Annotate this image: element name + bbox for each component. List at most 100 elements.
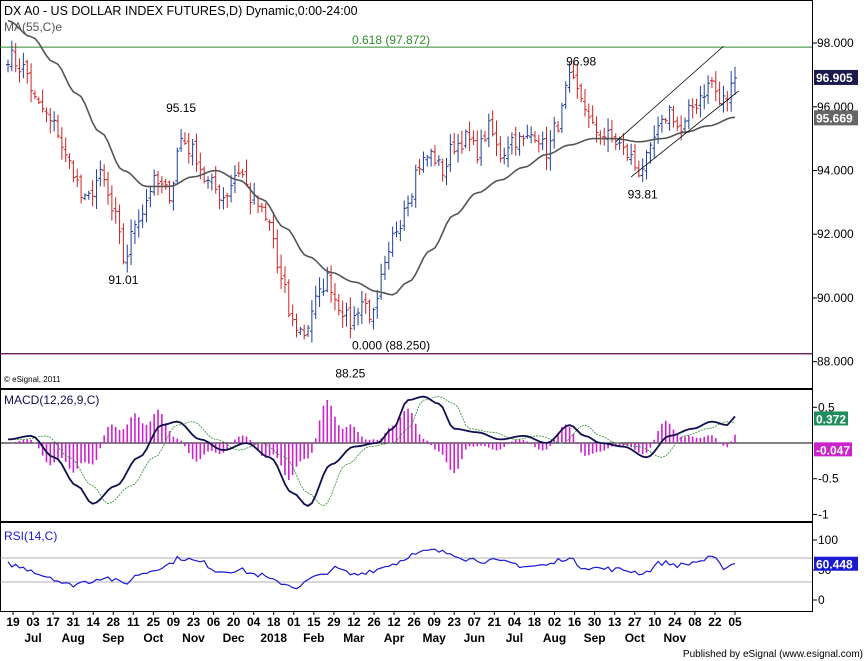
- price-bar: [59, 127, 64, 160]
- x-tick-label: 27: [628, 615, 642, 629]
- macd-panel-frame: [0, 389, 813, 522]
- rsi-y-tick-label: 0: [818, 593, 825, 607]
- panel-frames: [0, 0, 813, 612]
- price-y-tick-label: 92.000: [817, 227, 854, 241]
- rsi-line: [7, 548, 736, 590]
- price-bar: [175, 147, 180, 185]
- price-bar: [86, 190, 91, 200]
- price-bar: [40, 89, 45, 113]
- price-bar: [602, 127, 607, 146]
- price-bar: [452, 132, 457, 155]
- x-tick-label: 22: [708, 615, 722, 629]
- price-bar: [129, 219, 134, 265]
- price-bar: [390, 226, 395, 257]
- hist-value-label: -0.047: [816, 443, 850, 457]
- price-bar: [494, 120, 499, 157]
- price-bar: [632, 143, 637, 171]
- price-bar: [475, 130, 480, 164]
- price-y-tick-label: 94.000: [817, 164, 854, 178]
- macd-line: [7, 395, 736, 507]
- price-bar: [698, 85, 703, 118]
- price-y-tick-label: 88.000: [817, 355, 854, 369]
- rsi-panel: 100500 60.448 RSI(14,C): [0, 529, 858, 607]
- price-bar: [140, 204, 145, 228]
- price-bar: [598, 130, 603, 145]
- price-bar: [359, 290, 364, 325]
- price-bar: [471, 130, 476, 146]
- price-bar: [556, 121, 561, 133]
- price-bar: [282, 266, 287, 294]
- price-bar: [559, 102, 564, 133]
- price-bar: [263, 203, 268, 222]
- price-bar: [132, 220, 137, 244]
- x-tick-label: 05: [728, 615, 742, 629]
- x-axis: 19 03 17 31 14 28 11 25 09 23 06 20 04 18 01 15 29 12 26 12…: [6, 611, 742, 645]
- x-month-label: Aug: [62, 631, 85, 645]
- footer-credit: Published by eSignal (www.esignal.com): [683, 649, 863, 660]
- rsi-value-label: 60.448: [816, 558, 853, 572]
- price-bar: [290, 304, 295, 327]
- price-bar: [398, 220, 403, 242]
- x-month-label: Nov: [182, 631, 205, 645]
- x-month-label: Mar: [343, 631, 365, 645]
- price-panel-frame: [0, 0, 813, 389]
- price-bar: [413, 164, 418, 208]
- price-bar: [425, 154, 430, 167]
- copyright-text: © eSignal, 2011: [4, 375, 61, 384]
- price-bar: [306, 325, 311, 337]
- price-bar: [156, 170, 161, 196]
- x-tick-label: 12: [347, 615, 361, 629]
- price-bar: [486, 113, 491, 148]
- x-month-label: Jul: [506, 631, 523, 645]
- x-tick-label: 01: [287, 615, 301, 629]
- price-bar: [344, 302, 349, 327]
- macd-y-tick-label: -0.5: [818, 472, 839, 486]
- price-bar: [659, 114, 664, 133]
- price-bar: [563, 81, 568, 110]
- price-bar: [9, 40, 14, 72]
- price-bar: [540, 131, 545, 151]
- ma-value-label: 95.669: [816, 111, 853, 125]
- price-bar: [94, 169, 99, 209]
- x-tick-label: 13: [608, 615, 622, 629]
- price-bar: [636, 160, 641, 178]
- x-tick-label: 10: [648, 615, 662, 629]
- price-bar: [682, 117, 687, 134]
- price-bar: [432, 145, 437, 166]
- price-bar: [163, 178, 168, 190]
- macd-value-label: 0.372: [816, 412, 846, 426]
- price-bar: [721, 85, 726, 113]
- price-bar: [25, 59, 30, 84]
- fib-000-label: 0.000 (88.250): [352, 339, 430, 353]
- price-bar: [117, 204, 122, 245]
- x-tick-label: 30: [588, 615, 602, 629]
- price-bar: [113, 197, 118, 224]
- price-annotation: 95.15: [166, 101, 196, 115]
- price-bar: [544, 126, 549, 170]
- x-month-label: Dec: [223, 631, 245, 645]
- price-bar: [217, 184, 222, 210]
- x-tick-label: 18: [528, 615, 542, 629]
- x-tick-label: 09: [167, 615, 181, 629]
- macd-signal-line: [8, 396, 736, 507]
- x-month-label: May: [422, 631, 446, 645]
- price-bar: [379, 263, 384, 300]
- rsi-y-tick-label: 100: [818, 533, 838, 547]
- price-bar: [648, 142, 653, 164]
- price-bar: [375, 289, 380, 319]
- price-bar: [482, 130, 487, 143]
- price-bar: [121, 223, 126, 265]
- x-tick-label: 09: [427, 615, 441, 629]
- price-bar: [590, 105, 595, 125]
- price-bar: [690, 98, 695, 119]
- price-bar: [406, 195, 411, 217]
- x-tick-label: 06: [207, 615, 221, 629]
- macd-y-tick-label: -1: [818, 507, 829, 521]
- price-bar: [125, 244, 130, 273]
- price-bar: [56, 114, 61, 139]
- price-bars: [6, 40, 737, 343]
- macd-legend: MACD(12,26,9,C): [4, 393, 99, 407]
- price-bar: [579, 83, 584, 103]
- x-month-label: Feb: [303, 631, 324, 645]
